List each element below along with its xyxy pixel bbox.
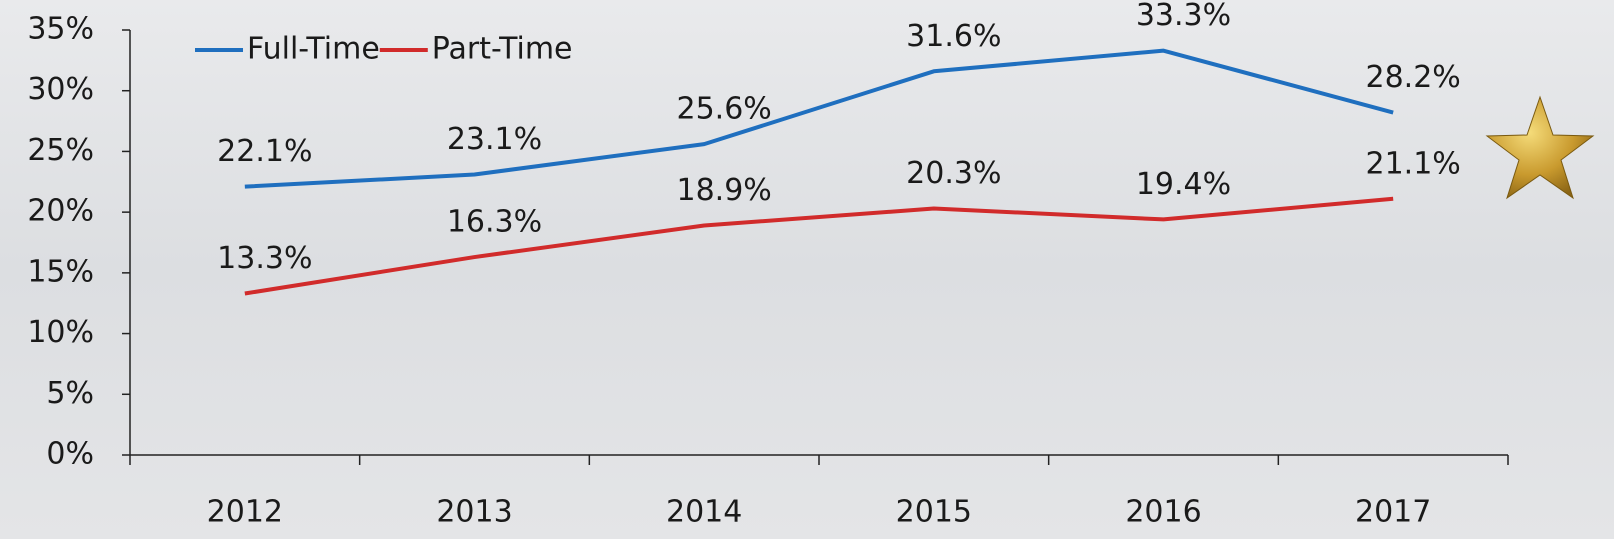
y-tick-label: 15%: [27, 254, 94, 289]
y-tick-label: 30%: [27, 72, 94, 107]
data-label: 33.3%: [1136, 0, 1231, 33]
data-label: 19.4%: [1136, 167, 1231, 202]
x-tick-label: 2012: [207, 495, 283, 530]
y-tick-label: 0%: [46, 437, 94, 472]
x-tick-label: 2013: [436, 495, 512, 530]
data-label: 22.1%: [217, 134, 312, 169]
y-tick-label: 5%: [46, 376, 94, 411]
series-line: [244, 48, 1394, 189]
data-label: 25.6%: [677, 92, 772, 127]
data-label: 18.9%: [677, 173, 772, 208]
legend-label: Full-Time: [247, 32, 380, 67]
x-tick-label: 2015: [896, 495, 972, 530]
x-tick-label: 2016: [1125, 495, 1201, 530]
y-tick-label: 25%: [27, 133, 94, 168]
data-label: 31.6%: [906, 19, 1001, 54]
data-label: 16.3%: [447, 205, 542, 240]
x-tick-label: 2017: [1355, 495, 1431, 530]
y-tick-label: 10%: [27, 315, 94, 350]
star-icon: [1485, 95, 1595, 200]
legend-label: Part-Time: [432, 32, 573, 67]
data-label: 13.3%: [217, 241, 312, 276]
data-label: 28.2%: [1366, 60, 1461, 95]
data-label: 20.3%: [906, 156, 1001, 191]
data-label: 23.1%: [447, 122, 542, 157]
data-label: 21.1%: [1366, 146, 1461, 181]
y-tick-label: 20%: [27, 194, 94, 229]
x-tick-label: 2014: [666, 495, 742, 530]
y-tick-label: 35%: [27, 12, 94, 47]
series-line: [244, 196, 1394, 296]
